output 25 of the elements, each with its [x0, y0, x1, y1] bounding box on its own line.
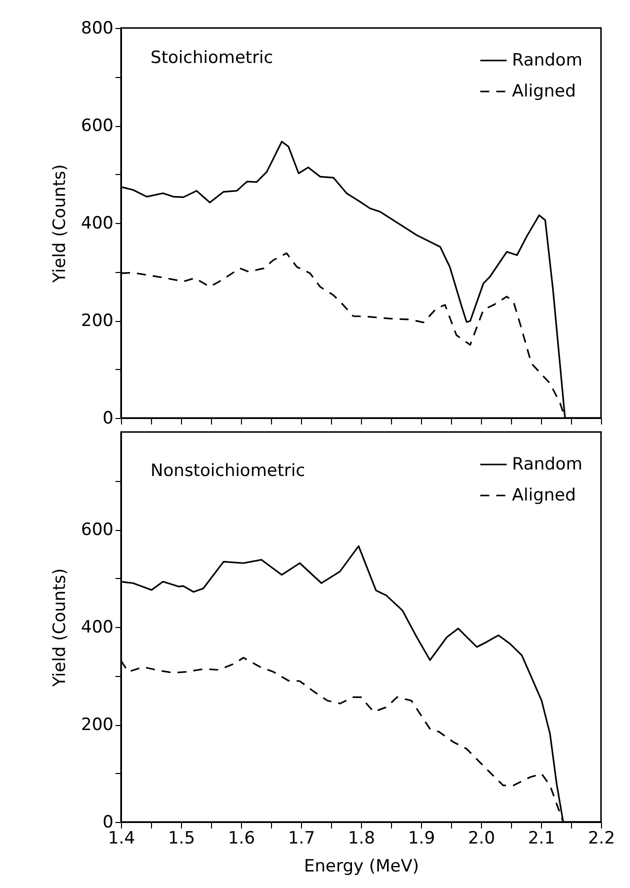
- x-tick-label: 1.7: [288, 828, 316, 848]
- y-tick-label: 0: [102, 408, 114, 428]
- y-tick-label: 600: [81, 116, 114, 136]
- legend-label: Random: [512, 454, 582, 474]
- x-tick-label: 2.1: [528, 828, 556, 848]
- text: Stoichiometric: [150, 48, 274, 68]
- y-tick-label: 400: [81, 214, 114, 234]
- y-tick-label: 200: [81, 715, 114, 735]
- x-tick-label: 1.5: [168, 828, 196, 848]
- x-tick-label: 2.0: [468, 828, 496, 848]
- x-tick-label: 1.8: [348, 828, 376, 848]
- legend-label: Aligned: [512, 82, 576, 102]
- x-tick-label: 1.6: [228, 828, 256, 848]
- x-tick-label: 1.9: [408, 828, 436, 848]
- y-axis-title: Yield (Counts): [50, 568, 70, 688]
- y-tick-label: 400: [81, 618, 114, 638]
- legend-label: Random: [512, 50, 582, 70]
- x-tick-label: 2.2: [588, 828, 616, 848]
- text: Nonstoichiometric: [150, 461, 306, 481]
- y-tick-label: 600: [81, 520, 114, 540]
- y-axis-title: Yield (Counts): [50, 164, 70, 284]
- legend-label: Aligned: [512, 486, 576, 506]
- y-tick-label: 800: [81, 18, 114, 38]
- x-axis-title: Energy (MeV): [304, 856, 419, 876]
- y-tick-label: 200: [81, 311, 114, 331]
